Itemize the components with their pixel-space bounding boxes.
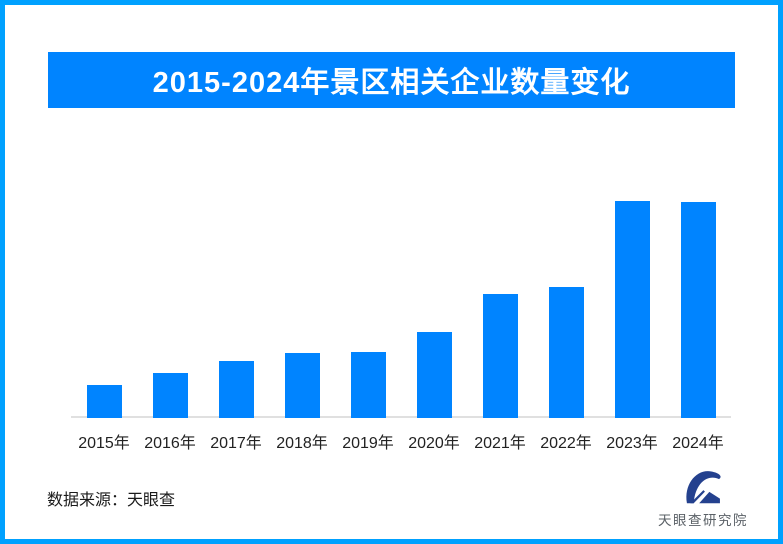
- x-axis-label: 2022年: [540, 435, 592, 452]
- logo-block: 天眼查研究院: [653, 466, 753, 529]
- bar-2023年: [615, 201, 650, 418]
- bar-2019年: [351, 352, 386, 418]
- chart-title-banner: 2015-2024年景区相关企业数量变化: [48, 52, 735, 108]
- x-axis-label: 2021年: [474, 435, 526, 452]
- logo-text: 天眼查研究院: [658, 513, 748, 528]
- bar-2022年: [549, 287, 584, 418]
- x-axis-label: 2015年: [78, 435, 130, 452]
- data-source-label: 数据来源：天眼查: [47, 492, 176, 509]
- x-axis-label: 2016年: [144, 435, 196, 452]
- bar-2015年: [87, 385, 122, 418]
- bar-2024年: [681, 202, 716, 418]
- bar-2020年: [417, 332, 452, 418]
- chart-title: 2015-2024年景区相关企业数量变化: [152, 67, 631, 99]
- bar-2016年: [153, 373, 188, 418]
- x-axis-line: [71, 416, 731, 418]
- bar-2017年: [219, 361, 254, 418]
- x-axis-label: 2019年: [342, 435, 394, 452]
- x-axis-label: 2017年: [210, 435, 262, 452]
- x-axis-label: 2024年: [672, 435, 724, 452]
- tianyancha-eye-icon: [686, 471, 721, 504]
- bar-2018年: [285, 353, 320, 418]
- x-axis-label: 2023年: [606, 435, 658, 452]
- x-axis-label: 2018年: [276, 435, 328, 452]
- bar-2021年: [483, 294, 518, 418]
- x-axis-label: 2020年: [408, 435, 460, 452]
